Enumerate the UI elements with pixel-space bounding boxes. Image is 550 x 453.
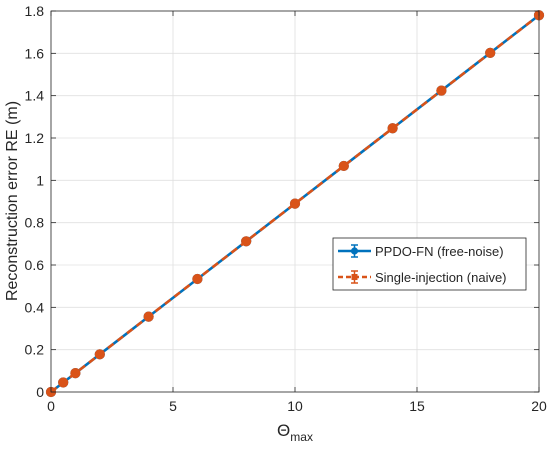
- data-point: [485, 47, 496, 59]
- data-point: [58, 377, 69, 388]
- y-tick-label: 0.8: [25, 215, 45, 231]
- legend-label: Single-injection (naive): [375, 270, 507, 285]
- series-2: [45, 10, 545, 398]
- data-point: [436, 85, 447, 96]
- y-tick-label: 0.4: [25, 299, 45, 315]
- y-tick-label: 0: [36, 384, 44, 400]
- x-tick-label: 5: [169, 398, 177, 414]
- y-tick-label: 1.6: [25, 45, 45, 61]
- data-point: [94, 349, 105, 360]
- data-point: [143, 311, 154, 322]
- legend-entry-1: PPDO-FN (free-noise): [338, 244, 504, 259]
- y-tick-label: 0.2: [25, 342, 45, 358]
- y-axis-title: Reconstruction error RE (m): [4, 101, 21, 301]
- y-tick-label: 1.2: [25, 130, 45, 146]
- x-tick-label: 20: [531, 398, 547, 414]
- legend-marker: [350, 247, 359, 255]
- data-point: [387, 123, 398, 134]
- y-tick-label: 1: [36, 172, 44, 188]
- legend-marker: [351, 274, 358, 280]
- y-tick-label: 1.4: [25, 88, 45, 104]
- legend-entry-2: Single-injection (naive): [338, 270, 507, 285]
- legend-box: [332, 237, 527, 291]
- y-tick-label: 1.8: [25, 3, 45, 19]
- x-axis-title: Θmax: [277, 421, 313, 444]
- y-tick-label: 0.6: [25, 257, 45, 273]
- x-axis-title-subscript: max: [290, 430, 313, 444]
- data-point: [338, 160, 349, 172]
- x-tick-label: 15: [409, 398, 425, 414]
- data-point: [192, 273, 203, 285]
- data-point: [289, 198, 301, 209]
- legend: PPDO-FN (free-noise) Single-injection (na…: [332, 237, 527, 291]
- x-tick-label: 10: [287, 398, 303, 414]
- data-point: [241, 236, 252, 247]
- data-point: [70, 368, 81, 379]
- series-layer: [45, 10, 545, 398]
- x-axis-title-main: Θ: [277, 421, 290, 440]
- x-tick-label: 0: [47, 398, 55, 414]
- legend-label: PPDO-FN (free-noise): [375, 244, 504, 259]
- ticks: 0 5 10 15 20 0 0.2 0.4 0.6 0.8 1 1.2 1.4 1.6 1.8: [25, 3, 547, 414]
